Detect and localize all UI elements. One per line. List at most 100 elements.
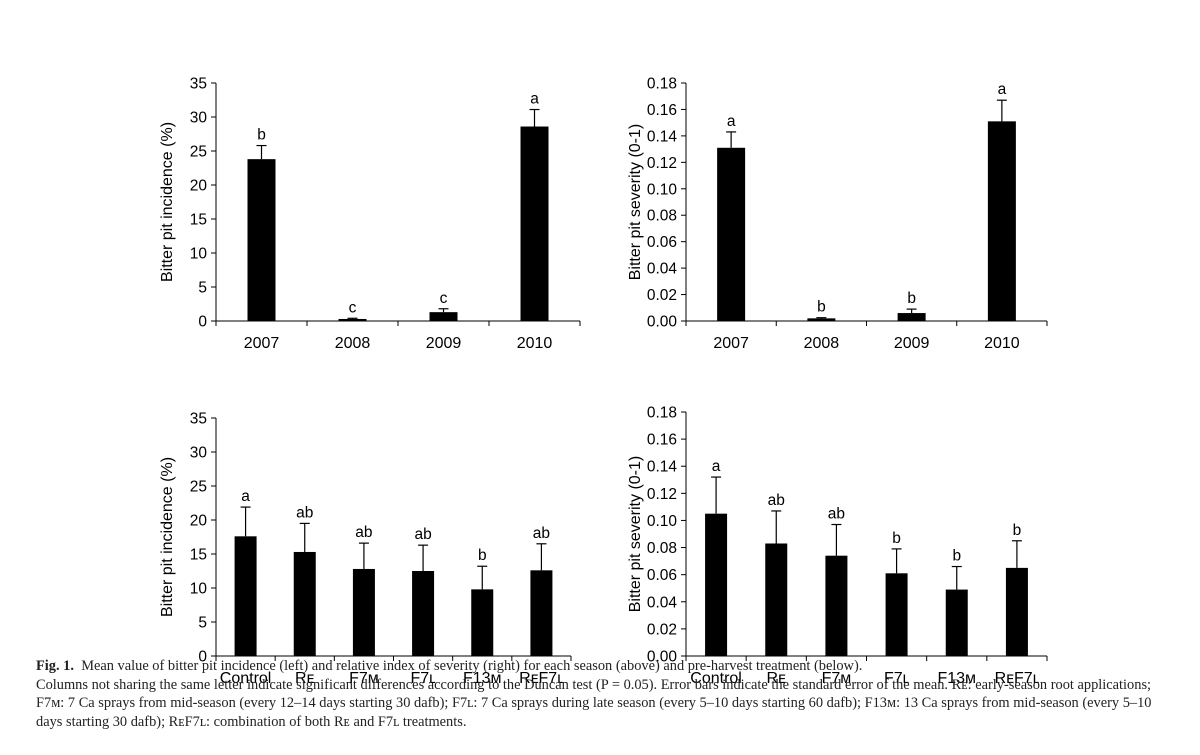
bar [1005,567,1028,656]
bar [352,568,375,656]
y-tick-label: 20 [190,513,208,530]
y-tick-label: 0 [198,314,207,331]
significance-letter: b [907,290,916,307]
x-tick-label: F13ᴍ [463,670,502,687]
y-tick-label: 0.16 [647,432,677,449]
x-tick-label: Control [220,670,272,687]
y-tick-label: 0.12 [647,155,677,172]
bar [293,551,316,656]
bar [338,318,367,321]
significance-letter: ab [355,524,372,541]
y-tick-label: 30 [190,110,208,127]
significance-letter: b [817,299,826,316]
chart-panel-top-right: 0.00 0.02 0.04 0.06 0.08 0.10 0.12 0.14 0.16 0.18… [627,76,1048,352]
y-tick-label: 25 [190,144,207,161]
y-tick-label: 0.00 [647,314,678,331]
x-tick-label: 2010 [984,335,1020,352]
bar [247,159,276,321]
chart-panel-bottom-right: 0.00 0.02 0.04 0.06 0.08 0.10 0.12 0.14 0.16 0.18… [627,405,1048,687]
x-tick-label: Rᴇ [295,670,315,687]
x-tick-label: 2007 [713,335,749,352]
significance-letter: c [440,290,448,307]
y-tick-label: 0.18 [647,76,677,93]
y-tick-label: 0.02 [647,287,677,304]
bar [885,573,908,656]
y-tick-label: 0.14 [647,128,678,145]
x-tick-label: 2009 [894,335,930,352]
caption-line-1: Mean value of bitter pit incidence (left… [81,658,863,674]
y-tick-label: 25 [190,479,207,496]
y-tick-label: 0.12 [647,486,677,503]
y-tick-label: 30 [190,445,208,462]
significance-letter: ab [296,504,313,521]
bar [429,312,458,321]
x-tick-label: 2008 [335,335,371,352]
bar [412,571,435,656]
y-tick-label: 0.06 [647,567,677,584]
x-tick-label: 2008 [804,335,840,352]
chart-panel-top-left: 0 5 10 15 20 25 30 35 Bitter pit incidence (%) b 2… [159,76,581,352]
y-tick-label: 5 [198,280,207,297]
significance-letter: b [478,547,487,564]
y-axis-title: Bitter pit severity (0-1) [627,456,644,612]
y-tick-label: 0.00 [647,649,678,666]
caption-line-2: Columns not sharing the same letter indi… [36,676,1152,730]
y-tick-label: 0.10 [647,513,678,530]
y-tick-label: 10 [190,581,208,598]
bar [234,536,257,656]
significance-letter: ab [768,492,785,509]
x-tick-label: F13ᴍ [937,670,976,687]
x-tick-label: RᴇF7ʟ [519,670,564,687]
significance-letter: a [998,81,1007,98]
x-tick-label: 2010 [517,335,553,352]
significance-letter: b [257,127,266,144]
y-tick-label: 0.10 [647,181,678,198]
y-axis-title: Bitter pit incidence (%) [159,457,176,617]
bar [945,589,968,656]
bar [765,543,788,656]
bar [530,570,553,656]
y-tick-label: 35 [190,76,207,93]
y-tick-label: 0.06 [647,234,677,251]
y-tick-label: 0 [198,649,207,666]
y-tick-label: 15 [190,212,207,229]
x-tick-label: Control [690,670,742,687]
significance-letter: a [712,458,721,475]
bar [807,318,836,321]
chart-panel-bottom-left: 0 5 10 15 20 25 30 35 Bitter pit incidence (%) a C… [159,411,572,687]
y-tick-label: 0.18 [647,405,677,422]
significance-letter: a [727,113,736,130]
bar [520,126,549,322]
x-tick-label: F7ᴍ [822,670,852,687]
figure-caption: Fig. 1. Mean value of bitter pit inciden… [36,657,1176,731]
x-tick-label: RᴇF7ʟ [995,670,1040,687]
significance-letter: b [1013,522,1022,539]
y-tick-label: 0.08 [647,208,677,225]
significance-letter: a [530,91,539,108]
y-axis-title: Bitter pit incidence (%) [159,122,176,282]
bar [825,555,848,656]
significance-letter: b [952,548,961,565]
significance-letter: c [349,299,357,316]
y-tick-label: 20 [190,178,208,195]
x-tick-label: F7ᴍ [349,670,379,687]
significance-letter: ab [533,525,550,542]
y-tick-label: 15 [190,547,207,564]
y-axis-title: Bitter pit severity (0-1) [627,124,644,280]
y-tick-label: 10 [190,246,208,263]
x-tick-label: 2007 [244,335,280,352]
bar [987,121,1016,321]
y-tick-label: 5 [198,615,207,632]
y-tick-label: 0.16 [647,102,677,119]
caption-label: Fig. 1. [36,658,74,674]
x-tick-label: 2009 [426,335,462,352]
y-tick-label: 0.02 [647,621,677,638]
x-tick-label: Rᴇ [767,670,787,687]
bar [705,513,728,656]
bar [471,589,494,656]
significance-letter: a [241,488,250,505]
significance-letter: ab [828,506,845,523]
significance-letter: ab [414,526,431,543]
y-tick-label: 0.08 [647,540,677,557]
